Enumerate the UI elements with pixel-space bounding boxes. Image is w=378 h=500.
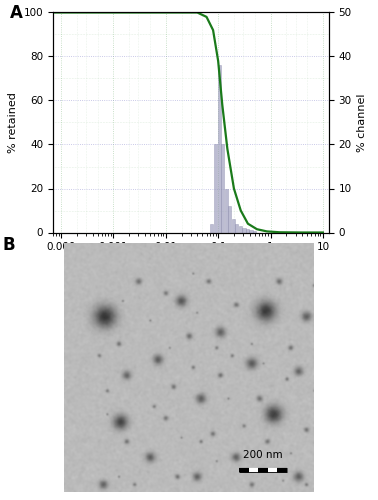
- Bar: [246, 229, 249, 232]
- Bar: [225, 188, 228, 232]
- Bar: [235, 224, 239, 232]
- Text: B: B: [2, 236, 15, 254]
- Bar: [232, 220, 235, 232]
- Bar: [239, 226, 242, 232]
- Bar: [221, 144, 224, 233]
- Y-axis label: % retained: % retained: [8, 92, 18, 153]
- Bar: [249, 230, 253, 232]
- Bar: [253, 231, 256, 232]
- X-axis label: Size (microns): Size (microns): [135, 258, 247, 272]
- Text: 200 nm: 200 nm: [243, 450, 283, 460]
- Bar: [214, 144, 217, 233]
- Bar: [218, 66, 221, 232]
- Text: A: A: [10, 4, 23, 22]
- Bar: [242, 228, 246, 232]
- Bar: [228, 206, 231, 233]
- Bar: [210, 224, 214, 232]
- Y-axis label: % channel: % channel: [357, 93, 367, 152]
